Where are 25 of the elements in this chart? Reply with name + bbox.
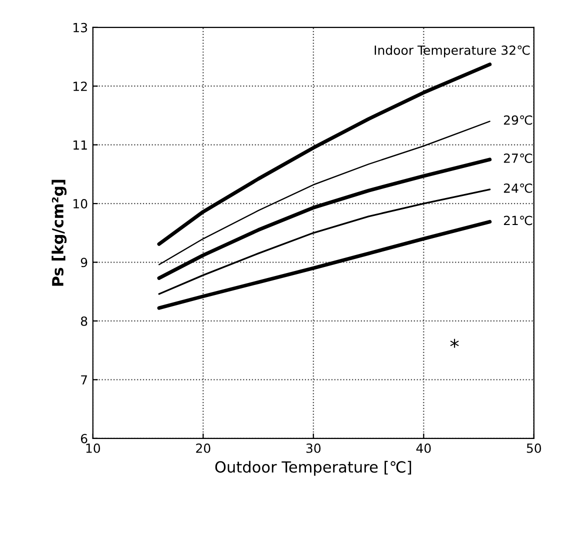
series-label: 29℃: [504, 115, 532, 125]
x-tick-label: 50: [526, 443, 542, 453]
y-tick-label: 8: [80, 316, 88, 326]
y-tick-label: 13: [74, 22, 88, 32]
line-series: [158, 120, 490, 266]
annotation: *: [450, 338, 459, 348]
y-tick-label: 12: [74, 82, 87, 91]
y-tick-label: 6: [80, 434, 88, 444]
series-label: 21℃: [504, 216, 532, 226]
x-tick-label: 40: [416, 443, 431, 453]
x-tick-label: 30: [306, 443, 321, 453]
line-series: [157, 220, 492, 310]
y-tick-label: 10: [74, 199, 88, 208]
y-axis-title: Ps [kg/cm²g]: [52, 180, 67, 286]
series-label: 27℃: [504, 154, 532, 163]
text: Indoor Temperature 32℃: [374, 45, 530, 58]
y-tick-label: 11: [74, 140, 87, 150]
x-tick-label: 20: [196, 443, 210, 453]
y-tick-label: 9: [80, 258, 88, 268]
line-series: [157, 62, 492, 246]
y-tick-label: 7: [81, 375, 87, 384]
x-axis-title: Outdoor Temperature [℃]: [215, 460, 412, 476]
line-series: [158, 188, 491, 295]
line-series: [157, 158, 492, 280]
series-label: 24℃: [504, 183, 532, 193]
